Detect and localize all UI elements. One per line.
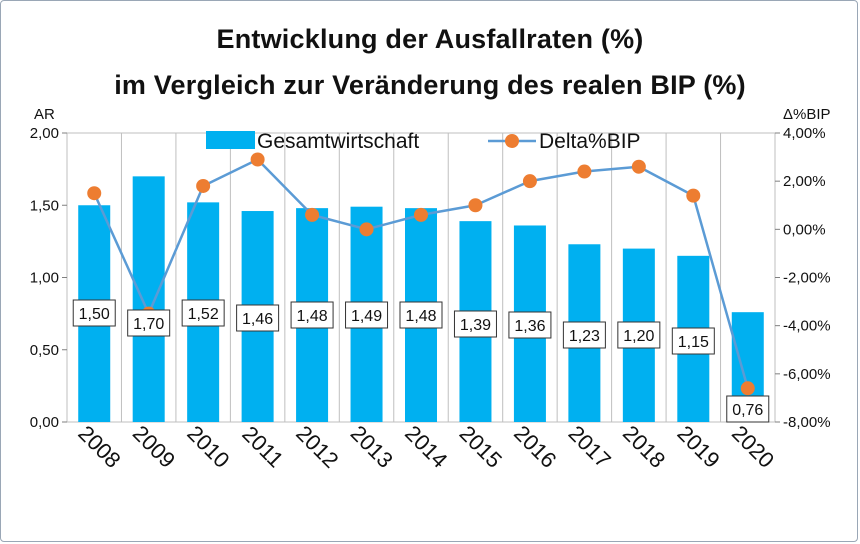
data-label-box [127,309,171,337]
data-label-box [72,299,116,327]
legend-swatch-bars [206,131,255,149]
data-label-box [399,301,443,329]
bar-2009 [132,176,165,422]
right-axis-tick-label: -4,00% [783,318,831,335]
marker-delta-bip-2020 [740,381,755,396]
data-label-box [290,301,334,329]
marker-delta-bip-2008 [87,186,102,201]
data-label-2014: 1,48 [405,308,436,325]
marker-delta-bip-2011 [250,152,265,167]
x-axis-label-2012: 2012 [291,421,343,473]
left-axis-tick-label: 1,50 [30,197,59,214]
x-axis-label-2016: 2016 [509,421,561,473]
x-axis-label-2011: 2011 [237,421,288,472]
data-label-2011: 1,46 [242,311,273,328]
right-axis-tick-label: -6,00% [783,366,831,383]
data-label-box [508,311,552,339]
data-label-2016: 1,36 [514,318,545,335]
x-axis-label-2010: 2010 [182,421,234,473]
data-label-box [345,301,389,329]
data-label-2012: 1,48 [297,308,328,325]
data-label-box [236,304,280,332]
legend-label-line: Delta%BIP [539,130,641,153]
data-label-2018: 1,20 [623,328,654,345]
data-label-2008: 1,50 [79,306,110,323]
x-axis-label-2017: 2017 [564,421,616,473]
chart-title-line-2: im Vergleich zur Veränderung des realen … [114,70,746,100]
marker-delta-bip-2012 [305,207,320,222]
right-axis-tick-label: 0,00% [783,221,826,238]
x-axis-label-2009: 2009 [128,421,180,473]
marker-delta-bip-2014 [414,207,428,222]
right-axis-tick-label: -8,00% [783,414,831,431]
data-label-box [453,310,497,338]
right-axis-title: Δ%BIP [783,106,831,123]
x-axis-label-2008: 2008 [73,421,125,473]
left-axis-tick-label: 1,00 [30,270,59,287]
right-axis-tick-label: 4,00% [783,125,826,142]
data-label-2009: 1,70 [133,316,164,333]
data-label-box [181,299,225,327]
left-axis-title: AR [34,106,55,123]
x-axis-label-2018: 2018 [618,421,670,473]
data-label-box [671,327,715,355]
chart-title-line-1: Entwicklung der Ausfallraten (%) [216,24,644,54]
data-label-2020: 0,76 [732,402,763,419]
marker-delta-bip-2015 [468,198,483,213]
right-axis-tick-label: -2,00% [783,270,831,287]
legend-label-bars: Gesamtwirtschaft [257,130,419,153]
legend-swatch-marker [505,134,519,148]
x-axis-label-2020: 2020 [727,421,779,473]
marker-delta-bip-2019 [686,188,701,203]
x-axis-label-2019: 2019 [672,421,724,473]
marker-delta-bip-2017 [577,164,592,179]
data-label-box [726,395,770,423]
x-axis-label-2015: 2015 [455,421,507,473]
left-axis-tick-label: 2,00 [30,125,59,142]
data-label-box [562,321,606,349]
data-label-box [617,321,661,349]
data-label-2013: 1,49 [351,308,382,325]
data-label-2015: 1,39 [460,317,491,334]
right-axis-tick-label: 2,00% [783,173,826,190]
data-label-2019: 1,15 [678,334,709,351]
data-label-2017: 1,23 [569,328,600,345]
x-axis-label-2014: 2014 [400,421,452,473]
marker-delta-bip-2016 [522,174,537,189]
marker-delta-bip-2013 [359,222,374,237]
x-axis-label-2013: 2013 [346,421,398,473]
left-axis-tick-label: 0,50 [30,342,59,359]
marker-delta-bip-2010 [196,178,211,193]
marker-delta-bip-2018 [631,159,646,174]
data-label-2010: 1,52 [188,306,219,323]
left-axis-tick-label: 0,00 [30,414,59,431]
